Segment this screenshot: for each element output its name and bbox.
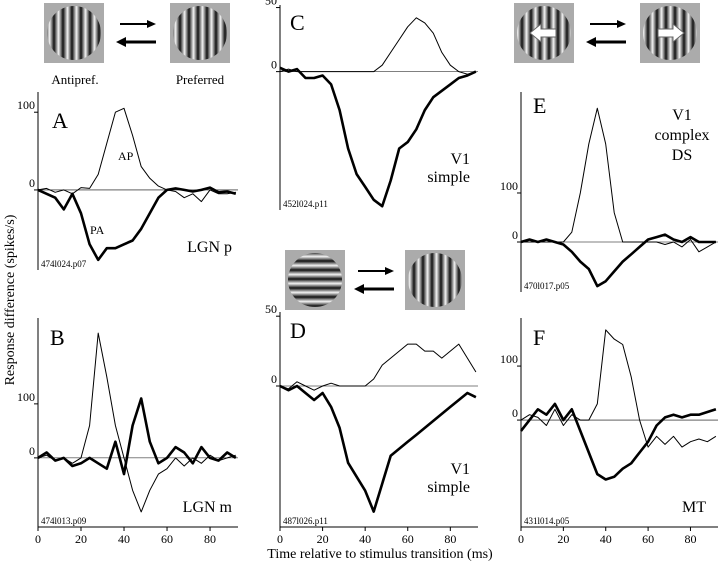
response-line bbox=[279, 66, 477, 208]
x-tick-label: 20 bbox=[557, 532, 569, 546]
arrow-head bbox=[586, 37, 596, 47]
y-tick-label: 0 bbox=[512, 228, 518, 242]
series-label: PA bbox=[90, 223, 105, 237]
arrow-head bbox=[385, 267, 394, 275]
y-tick-label: 100 bbox=[17, 98, 35, 112]
arrow-head bbox=[116, 37, 126, 47]
response-line bbox=[519, 402, 717, 481]
panel-letter: F bbox=[533, 325, 545, 350]
x-tick-label: 60 bbox=[402, 532, 414, 546]
x-tick-label: 0 bbox=[518, 532, 524, 546]
y-tick-label: 0 bbox=[29, 444, 35, 458]
panel-letter: B bbox=[50, 325, 65, 350]
x-tick-label: 60 bbox=[161, 532, 173, 546]
panel-label: simple bbox=[427, 169, 470, 186]
y-tick-label: 100 bbox=[17, 390, 35, 404]
response-line bbox=[37, 397, 237, 476]
response-line bbox=[520, 329, 717, 448]
panel-label: complex bbox=[654, 127, 709, 144]
response-line bbox=[37, 332, 236, 513]
y-tick-label: 50 bbox=[265, 0, 277, 8]
panel-label: DS bbox=[672, 147, 692, 164]
file-id: 487l026.p11 bbox=[283, 516, 328, 526]
y-tick-label: 100 bbox=[500, 179, 518, 193]
x-tick-label: 80 bbox=[204, 532, 216, 546]
panel-label: simple bbox=[427, 479, 470, 496]
x-tick-label: 40 bbox=[118, 532, 130, 546]
x-tick-label: 40 bbox=[600, 532, 612, 546]
y-tick-label: 0 bbox=[512, 406, 518, 420]
series-label: AP bbox=[118, 149, 134, 163]
y-tick-label: 0 bbox=[29, 176, 35, 190]
panel-label: V1 bbox=[450, 151, 470, 168]
response-line bbox=[37, 107, 236, 203]
file-id: 474l013.p09 bbox=[41, 516, 87, 526]
x-tick-label: 40 bbox=[359, 532, 371, 546]
grating bbox=[173, 6, 227, 60]
file-id: 470l017.p05 bbox=[524, 281, 570, 291]
panel-letter: D bbox=[290, 318, 306, 343]
y-axis-label: Response difference (spikes/s) bbox=[3, 214, 18, 385]
panel-letter: C bbox=[290, 10, 305, 35]
x-tick-label: 60 bbox=[642, 532, 654, 546]
file-id: 431l014.p05 bbox=[524, 516, 570, 526]
panel-label: V1 bbox=[672, 107, 692, 124]
x-tick-label: 80 bbox=[444, 532, 456, 546]
response-line bbox=[279, 17, 477, 75]
arrow-head bbox=[147, 20, 156, 28]
x-tick-label: 0 bbox=[35, 532, 41, 546]
panel-letter: E bbox=[533, 93, 546, 118]
x-tick-label: 0 bbox=[277, 532, 283, 546]
panel-label: V1 bbox=[450, 461, 470, 478]
x-tick-label: 20 bbox=[317, 532, 329, 546]
y-tick-label: 100 bbox=[500, 352, 518, 366]
file-id: 474l024.p07 bbox=[41, 259, 87, 269]
response-line bbox=[279, 384, 477, 513]
panel-letter: A bbox=[52, 108, 68, 133]
grating bbox=[47, 6, 101, 60]
motion-arrow bbox=[529, 22, 557, 44]
y-tick-label: 0 bbox=[271, 58, 277, 72]
response-line bbox=[520, 233, 716, 288]
response-line bbox=[37, 186, 237, 262]
stimulus-label: Antipref. bbox=[51, 72, 98, 87]
grating bbox=[288, 253, 342, 307]
x-axis-label: Time relative to stimulus transition (ms… bbox=[267, 547, 493, 562]
response-line bbox=[279, 343, 477, 391]
arrow-head bbox=[354, 284, 364, 294]
y-tick-label: 0 bbox=[271, 372, 277, 386]
stimulus-label: Preferred bbox=[176, 72, 225, 87]
arrow-head bbox=[617, 20, 626, 28]
panel-label: MT bbox=[682, 499, 706, 516]
panel-label: LGN p bbox=[187, 239, 232, 256]
grating bbox=[408, 253, 462, 307]
file-id: 452l024.p11 bbox=[283, 199, 328, 209]
x-tick-label: 20 bbox=[75, 532, 87, 546]
panel-label: LGN m bbox=[183, 499, 233, 516]
x-tick-label: 80 bbox=[684, 532, 696, 546]
motion-arrow bbox=[657, 22, 685, 44]
y-tick-label: 50 bbox=[265, 302, 277, 316]
stimulus-icons bbox=[44, 3, 700, 310]
